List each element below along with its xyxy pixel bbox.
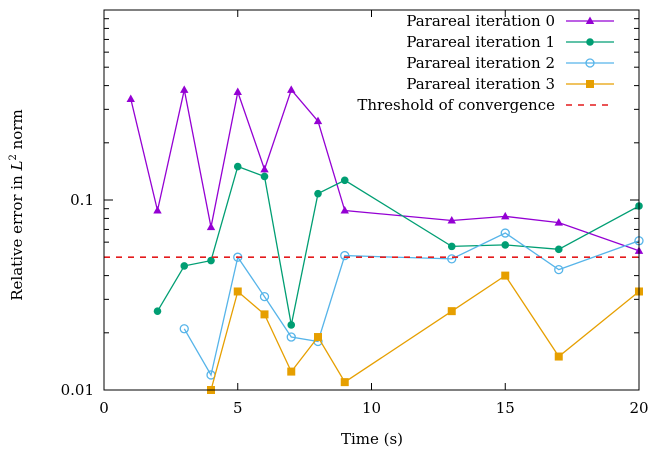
data-point <box>554 245 563 254</box>
x-tick-label: 20 <box>629 399 648 417</box>
plot-frame <box>103 9 640 391</box>
data-point <box>554 218 563 226</box>
data-point <box>287 85 296 93</box>
data-point <box>180 85 189 93</box>
x-tick-label: 5 <box>233 399 243 417</box>
legend-label: Threshold of convergence <box>357 96 555 114</box>
data-point <box>340 176 349 185</box>
data-point <box>554 352 563 361</box>
data-point <box>340 250 350 261</box>
legend-label: Parareal iteration 2 <box>406 54 555 72</box>
data-point <box>206 222 216 231</box>
data-point <box>287 321 296 329</box>
series-2 <box>179 228 644 380</box>
data-point <box>153 307 162 315</box>
data-point <box>126 94 135 103</box>
data-point <box>340 206 349 214</box>
data-point <box>260 310 269 319</box>
data-point <box>340 378 349 387</box>
y-axis-label: Relative error in L2 norm <box>8 109 26 300</box>
series-0 <box>126 85 644 254</box>
series-line <box>183 232 640 377</box>
legend-marker <box>586 80 594 88</box>
legend-marker <box>586 38 594 46</box>
data-point <box>554 264 564 275</box>
data-point <box>180 262 189 270</box>
data-point <box>447 307 456 316</box>
x-axis: 0 5 10 15 20 <box>99 10 649 417</box>
series-line <box>156 165 640 326</box>
y-axis: 0.01 0.1 <box>61 18 639 399</box>
data-point <box>233 87 242 96</box>
y-axis-label-suffix: norm <box>8 109 26 154</box>
data-point <box>500 228 510 238</box>
data-point <box>501 211 510 220</box>
y-axis-label-prefix: Relative error in <box>8 170 26 300</box>
y-axis-label-var: L <box>8 160 26 171</box>
data-point <box>233 287 242 296</box>
legend: Parareal iteration 0 Parareal iteration 1… <box>357 12 614 114</box>
x-tick-label: 10 <box>362 399 381 417</box>
data-point <box>447 242 456 251</box>
y-tick-label: 0.1 <box>70 191 94 209</box>
data-point <box>501 241 510 249</box>
data-point <box>313 116 323 125</box>
data-point <box>314 189 322 198</box>
data-point <box>287 367 296 376</box>
series-line <box>210 274 640 391</box>
data-point <box>501 271 510 280</box>
data-point <box>447 216 456 224</box>
data-point <box>314 333 322 342</box>
data-point <box>153 206 162 214</box>
y-axis-label-sup: 2 <box>8 154 19 160</box>
data-point <box>447 254 457 264</box>
x-tick-label: 15 <box>496 399 515 417</box>
legend-label: Parareal iteration 0 <box>406 12 555 30</box>
data-point <box>286 332 296 342</box>
legend-label: Parareal iteration 3 <box>406 75 555 93</box>
x-tick-label: 0 <box>99 399 109 417</box>
data-point <box>260 172 269 181</box>
data-point <box>179 324 189 334</box>
data-point <box>259 291 270 302</box>
data-point <box>233 162 242 171</box>
legend-label: Parareal iteration 1 <box>406 33 555 51</box>
data-point <box>260 164 269 173</box>
legend-marker <box>585 16 595 24</box>
data-point <box>207 256 215 265</box>
series-layer <box>104 85 644 394</box>
x-axis-label: Time (s) <box>341 430 403 448</box>
legend-marker <box>585 58 595 68</box>
y-tick-label: 0.01 <box>61 381 94 399</box>
